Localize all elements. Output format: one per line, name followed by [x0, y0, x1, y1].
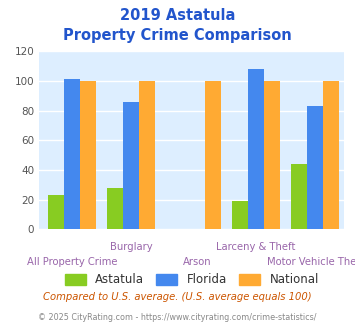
Text: Arson: Arson — [183, 257, 212, 267]
Text: Motor Vehicle Theft: Motor Vehicle Theft — [267, 257, 355, 267]
Bar — [205, 81, 222, 229]
Bar — [80, 81, 97, 229]
Bar — [264, 81, 280, 229]
Text: Larceny & Theft: Larceny & Theft — [217, 242, 296, 252]
Text: Compared to U.S. average. (U.S. average equals 100): Compared to U.S. average. (U.S. average … — [43, 292, 312, 302]
Bar — [139, 81, 155, 229]
Legend: Astatula, Florida, National: Astatula, Florida, National — [60, 269, 323, 291]
Bar — [48, 195, 64, 229]
Bar — [248, 69, 264, 229]
Text: © 2025 CityRating.com - https://www.cityrating.com/crime-statistics/: © 2025 CityRating.com - https://www.city… — [38, 313, 317, 322]
Bar — [307, 106, 323, 229]
Text: 2019 Astatula: 2019 Astatula — [120, 8, 235, 23]
Bar — [123, 102, 139, 229]
Bar — [291, 164, 307, 229]
Bar — [232, 201, 248, 229]
Bar — [64, 80, 80, 229]
Text: All Property Crime: All Property Crime — [27, 257, 118, 267]
Text: Burglary: Burglary — [110, 242, 152, 252]
Bar — [323, 81, 339, 229]
Text: Property Crime Comparison: Property Crime Comparison — [63, 28, 292, 43]
Bar — [107, 188, 123, 229]
